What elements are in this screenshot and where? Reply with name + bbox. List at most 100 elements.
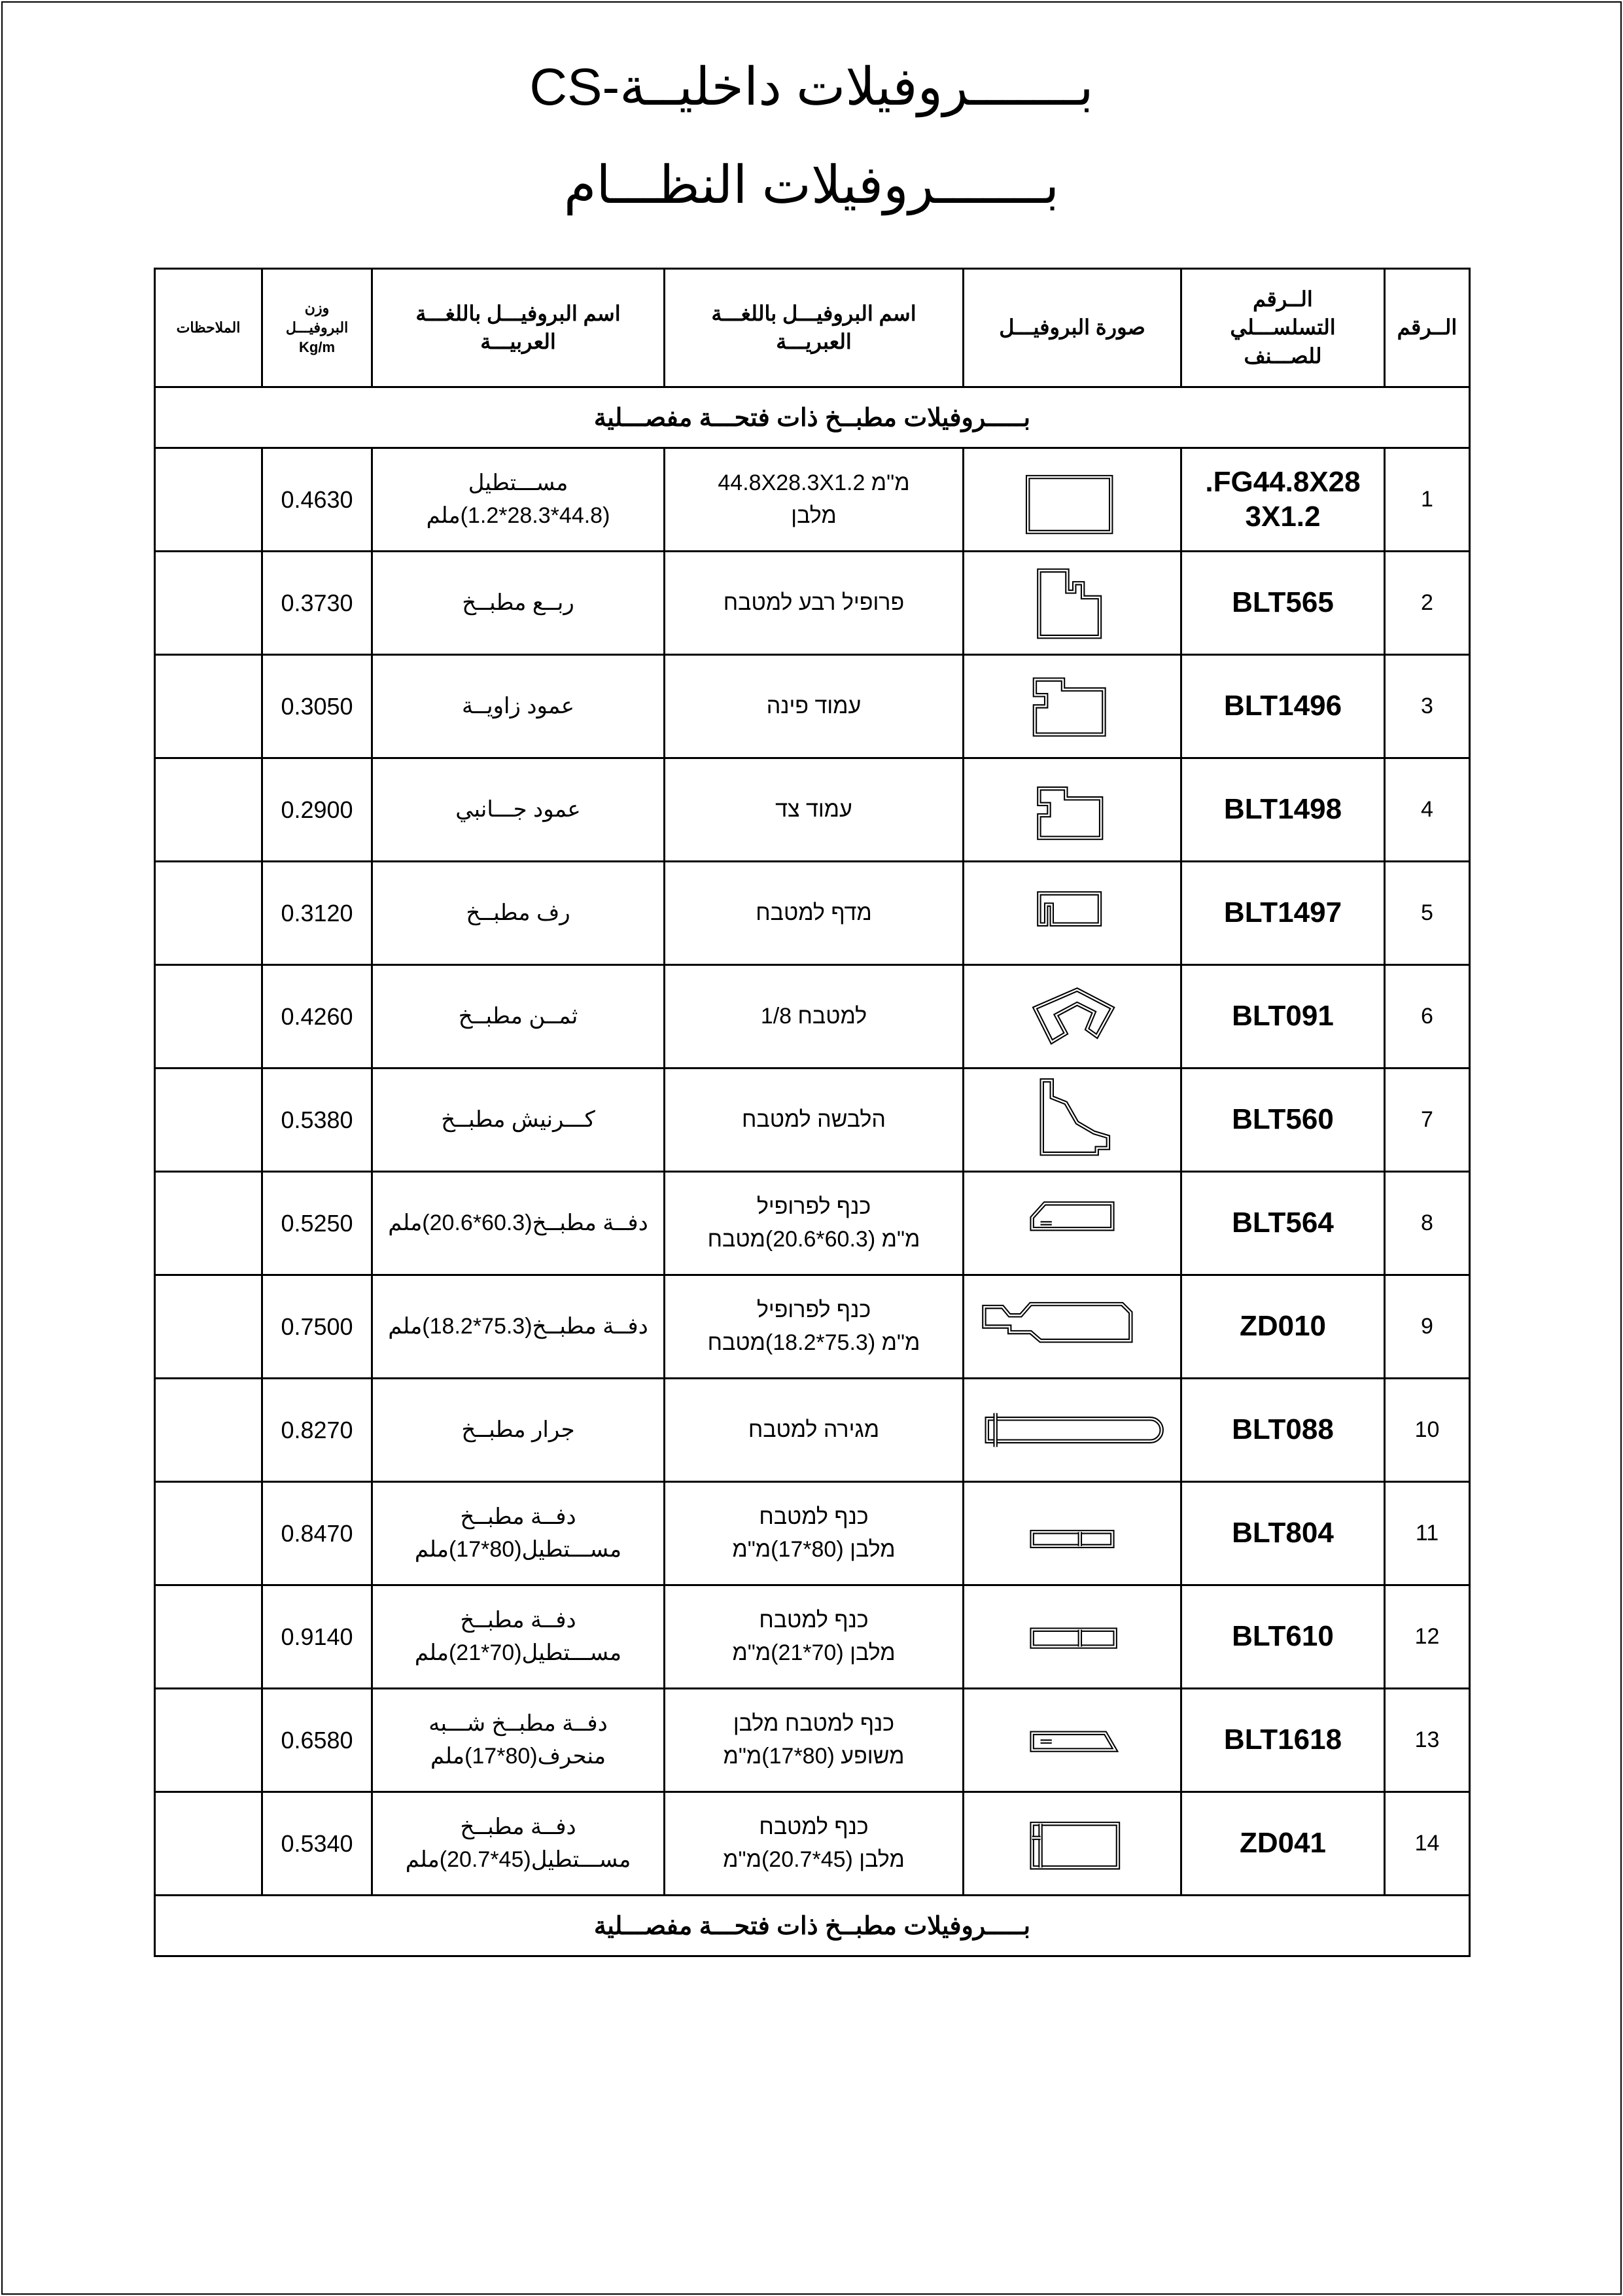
hebrew-name: מ"מ 44.8X28.3X1.2 מלבן (663, 447, 964, 552)
quarter-profile-icon (1037, 568, 1102, 639)
table-row: 8 BLT564 כנף לפרופיל מ"מ (60.3*20.6)מטבח دف… (154, 1171, 1471, 1276)
profile-code: BLT564 (1180, 1171, 1386, 1276)
row-index: 14 (1384, 1791, 1471, 1896)
door-profile-b-icon (982, 1301, 1133, 1343)
profiles-table: الــرقم الــرقم التسلســـلي للصـــنف صور… (154, 268, 1471, 1957)
arabic-name: ثمــن مطبــخ (371, 964, 665, 1069)
header-arabic-name: اسم البروفيـــل باللغـــة العربيـــة (371, 268, 665, 388)
bevel-door-profile-icon (1030, 1731, 1119, 1752)
table-row: 10 BLT088 מגירה למטבח جرار مطبــخ 0.8270 (154, 1377, 1471, 1483)
profile-image (962, 1067, 1182, 1173)
table-row: 11 BLT804 כנף למטבח מלבן (80*17)מ"מ دفــة م… (154, 1481, 1471, 1586)
profile-image (962, 1791, 1182, 1896)
notes-cell (154, 447, 263, 552)
profile-image (962, 1274, 1182, 1379)
profile-code: ZD041 (1180, 1791, 1386, 1896)
profile-code: BLT560 (1180, 1067, 1386, 1173)
notes-cell (154, 1274, 263, 1379)
header-index: الــرقم (1384, 268, 1471, 388)
hebrew-name: כנף למטבח מלבן משופע (80*17)מ"מ (663, 1687, 964, 1793)
notes-cell (154, 964, 263, 1069)
arabic-name: رف مطبــخ (371, 860, 665, 966)
row-index: 3 (1384, 654, 1471, 759)
row-index: 7 (1384, 1067, 1471, 1173)
profile-image (962, 964, 1182, 1069)
profile-code: BLT1496 (1180, 654, 1386, 759)
header-image: صورة البروفيـــل (962, 268, 1182, 388)
profile-weight: 0.6580 (261, 1687, 373, 1793)
notes-cell (154, 1791, 263, 1896)
drawer-profile-icon (985, 1413, 1164, 1447)
arabic-name: دفــة مطبــخ مســـتطيل(45*20.7)ملم (371, 1791, 665, 1896)
arabic-name: مســـتطيل (44.8*28.3*1.2)ملم (371, 447, 665, 552)
profile-code: BLT804 (1180, 1481, 1386, 1586)
hebrew-name: עמוד פינה (663, 654, 964, 759)
shelf-profile-icon (1037, 891, 1102, 927)
hebrew-name: כנף למטבח מלבן (80*17)מ"מ (663, 1481, 964, 1586)
profile-image (962, 860, 1182, 966)
hebrew-name: כנף למטבח מלבן (70*21)מ"מ (663, 1584, 964, 1689)
profile-weight: 0.3730 (261, 550, 373, 656)
profile-code: BLT091 (1180, 964, 1386, 1069)
table-row: 2 BLT565 פרופיל רבע למטבח ربــع مطبــخ 0.373… (154, 550, 1471, 656)
profile-image (962, 757, 1182, 862)
table-row: 14 ZD041 כנף למטבח מלבן (45*20.7)מ"מ دفــة … (154, 1791, 1471, 1896)
profile-weight: 0.5250 (261, 1171, 373, 1276)
profile-weight: 0.5340 (261, 1791, 373, 1896)
table-row: 1 FG44.8X28. 3X1.2 מ"מ 44.8X28.3X1.2 מלבן م… (154, 447, 1471, 552)
notes-cell (154, 1067, 263, 1173)
notes-cell (154, 757, 263, 862)
arabic-name: ربــع مطبــخ (371, 550, 665, 656)
profile-code: BLT1498 (1180, 757, 1386, 862)
notes-cell (154, 860, 263, 966)
flat-door-profile-b-icon (1030, 1627, 1117, 1649)
profile-weight: 0.4630 (261, 447, 373, 552)
profile-weight: 0.4260 (261, 964, 373, 1069)
profile-weight: 0.9140 (261, 1584, 373, 1689)
profile-code: BLT1618 (1180, 1687, 1386, 1793)
table-row: 12 BLT610 כנף למטבח מלבן (70*21)מ"מ دفــة م… (154, 1584, 1471, 1689)
table-row: 13 BLT1618 כנף למטבח מלבן משופע (80*17)מ"מ… (154, 1687, 1471, 1793)
page-subtitle: بـــــــروفيلات النظـــام (563, 156, 1060, 214)
row-index: 10 (1384, 1377, 1471, 1483)
notes-cell (154, 1481, 263, 1586)
profile-image (962, 447, 1182, 552)
row-index: 5 (1384, 860, 1471, 966)
profile-code: BLT1497 (1180, 860, 1386, 966)
notes-cell (154, 1377, 263, 1483)
row-index: 2 (1384, 550, 1471, 656)
hebrew-name: עמוד צד (663, 757, 964, 862)
table-header-row: الــرقم الــرقم التسلســـلي للصـــنف صور… (154, 268, 1471, 388)
header-weight: وزن البروفيـــل Kg/m (261, 268, 373, 388)
header-hebrew-name: اسم البروفيـــل باللغـــة العبريـــة (663, 268, 964, 388)
profile-weight: 0.3050 (261, 654, 373, 759)
table-row: 4 BLT1498 עמוד צד عمود جـــانبي 0.2900 (154, 757, 1471, 862)
table-row: 7 BLT560 הלבשה למטבח كـــرنيش مطبــخ 0.5380 (154, 1067, 1471, 1173)
profile-weight: 0.3120 (261, 860, 373, 966)
row-index: 13 (1384, 1687, 1471, 1793)
notes-cell (154, 1584, 263, 1689)
profile-code: ZD010 (1180, 1274, 1386, 1379)
profile-image (962, 1171, 1182, 1276)
arabic-name: دفــة مطبــخ(60.3*20.6)ملم (371, 1171, 665, 1276)
row-index: 1 (1384, 447, 1471, 552)
eighth-profile-icon (1032, 987, 1115, 1045)
table-row: 3 BLT1496 עמוד פינה عمود زاويــة 0.3050 (154, 654, 1471, 759)
frame-door-profile-icon (1030, 1822, 1121, 1870)
profile-image (962, 1377, 1182, 1483)
hebrew-name: הלבשה למטבח (663, 1067, 964, 1173)
hebrew-name: פרופיל רבע למטבח (663, 550, 964, 656)
profile-code: FG44.8X28. 3X1.2 (1180, 447, 1386, 552)
profile-code: BLT610 (1180, 1584, 1386, 1689)
notes-cell (154, 654, 263, 759)
profile-weight: 0.5380 (261, 1067, 373, 1173)
hebrew-name: למטבח 1/8 (663, 964, 964, 1069)
profile-image (962, 654, 1182, 759)
table-row: 6 BLT091 למטבח 1/8 ثمــن مطبــخ 0.4260 (154, 964, 1471, 1069)
profile-image (962, 1687, 1182, 1793)
notes-cell (154, 550, 263, 656)
hebrew-name: מגירה למטבח (663, 1377, 964, 1483)
arabic-name: عمود جـــانبي (371, 757, 665, 862)
cornice-profile-icon (1039, 1078, 1111, 1156)
